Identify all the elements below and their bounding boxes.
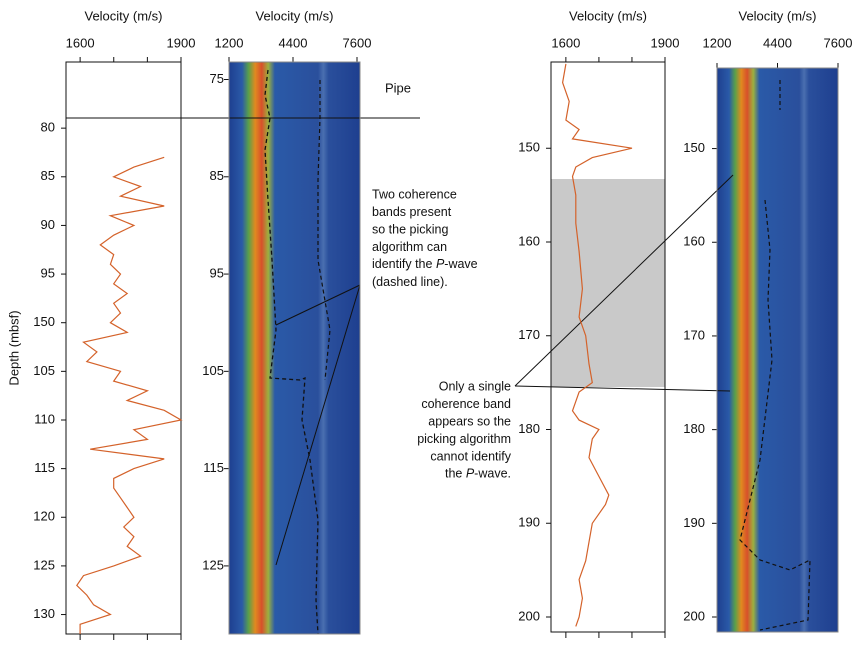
annotation-line: Only a single [439,379,511,393]
y-tick-label: 170 [518,327,540,342]
y-axis-label: Depth (mbsf) [6,310,21,385]
picked-line [317,80,811,631]
y-tick-label: 105 [33,363,55,378]
annotation-line: picking algorithm [417,432,511,446]
y-tick-label: 180 [683,421,705,436]
plot-frame [65,61,182,635]
plot-frame [550,61,666,633]
x-tick-label: 1600 [551,35,580,50]
leader [275,284,361,326]
velocity-curve [76,156,183,634]
annotation-part: -wave [444,257,477,271]
x-tick-label: 7600 [343,35,372,50]
y-tick-label: 95 [210,266,224,281]
x-axis-label: Velocity (m/s) [738,8,816,23]
y-tick-label: 115 [203,460,224,475]
y-tick-label: 115 [34,460,55,475]
x-axis-label: Velocity (m/s) [84,8,162,23]
annotation-line: so the picking [372,222,448,236]
x-tick-label: 1900 [167,35,196,50]
y-tick-label: 105 [202,363,224,378]
y-tick-label: 190 [683,515,705,530]
y-tick-label: 75 [210,71,224,86]
annotation-line: bands present [372,205,452,219]
annotation-part: P [436,257,445,271]
annotation-line: cannot identify [430,449,511,463]
x-axis-label: Velocity (m/s) [569,8,647,23]
pipe-label: Pipe [385,80,411,95]
x-tick-label: 1200 [703,35,732,50]
annotation-part: P [466,467,475,481]
y-tick-label: 160 [683,234,705,249]
annotation-line: appears so the [428,414,511,428]
image-frame [228,61,361,635]
x-tick-label: 1900 [651,35,680,50]
shaded-interval [551,179,665,387]
annotation-line: Two coherence [372,187,457,201]
image-frame [716,67,839,633]
velocity-curve [561,63,633,627]
annotation-line: (dashed line). [372,275,448,289]
y-tick-label: 190 [518,515,540,530]
x-axis-label: Velocity (m/s) [255,8,333,23]
annotation-line: the P-wave. [445,467,511,481]
y-tick-label: 85 [41,168,55,183]
y-tick-label: 85 [210,168,224,183]
y-tick-label: 80 [41,120,55,135]
y-tick-label: 110 [34,411,55,426]
x-tick-label: 7600 [824,35,853,50]
annotation-part: the [445,467,466,481]
y-tick-label: 125 [202,557,224,572]
x-tick-label: 4400 [763,35,792,50]
y-tick-label: 90 [41,217,55,232]
y-tick-label: 150 [518,140,540,155]
coherence-image [717,68,838,632]
y-tick-label: 125 [33,557,55,572]
x-tick-label: 4400 [279,35,308,50]
annotation-part: identify the [372,257,436,271]
y-tick-label: 130 [33,606,55,621]
y-tick-label: 200 [518,608,540,623]
annotation-line: identify the P-wave [372,257,478,271]
y-tick-label: 170 [683,327,705,342]
leader [275,284,361,566]
annotation-line: coherence band [421,397,511,411]
y-tick-label: 150 [33,314,55,329]
y-tick-label: 150 [683,140,705,155]
y-tick-label: 180 [518,421,540,436]
annotation-line: algorithm can [372,240,447,254]
coherence-image [229,62,360,634]
y-tick-label: 120 [33,509,55,524]
x-tick-label: 1600 [66,35,95,50]
y-tick-label: 160 [518,233,540,248]
annotation-part: -wave. [474,467,511,481]
x-tick-label: 1200 [215,35,244,50]
y-tick-label: 95 [41,266,55,281]
picked-line [264,69,319,635]
y-tick-label: 200 [683,608,705,623]
